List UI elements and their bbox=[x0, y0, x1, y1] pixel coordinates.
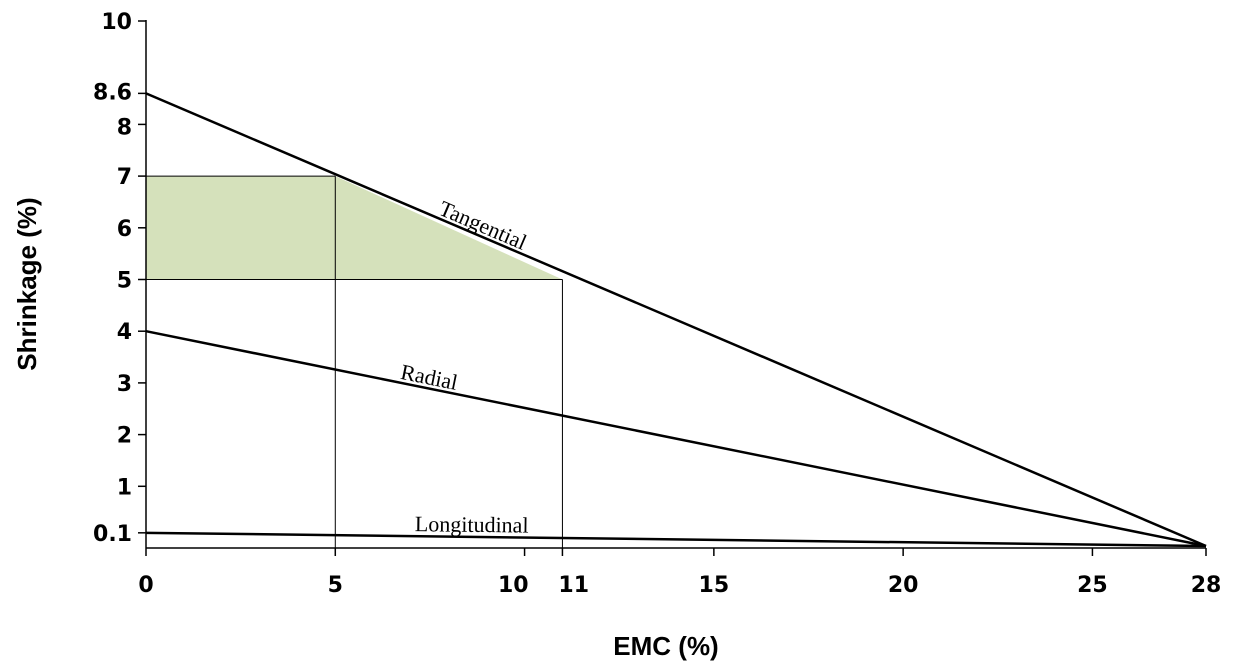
y-tick-label: 0.1 bbox=[93, 522, 132, 547]
y-tick-label: 10 bbox=[101, 10, 132, 35]
y-tick-label: 6 bbox=[117, 217, 132, 242]
series-line-radial bbox=[145, 329, 1207, 548]
x-tick-label: 11 bbox=[558, 573, 589, 598]
y-tick-label: 1 bbox=[117, 475, 132, 500]
y-tick-label: 8 bbox=[117, 115, 132, 140]
x-tick-label: 25 bbox=[1077, 573, 1108, 598]
series-label-radial: Radial bbox=[399, 359, 460, 395]
x-tick-label: 15 bbox=[699, 573, 730, 598]
highlight-region bbox=[146, 176, 563, 280]
x-axis-title: EMC (%) bbox=[613, 631, 718, 661]
y-tick-label: 4 bbox=[117, 320, 132, 345]
x-tick-label: 20 bbox=[888, 573, 919, 598]
y-tick-label: 3 bbox=[117, 372, 132, 397]
x-tick-label: 0 bbox=[138, 573, 153, 598]
x-tick-label: 10 bbox=[498, 573, 529, 598]
y-axis-title: Shrinkage (%) bbox=[12, 197, 42, 370]
series-line-tangential bbox=[145, 92, 1207, 548]
y-tick-label: 2 bbox=[117, 424, 132, 449]
series-line-longitudinal bbox=[145, 531, 1207, 548]
x-tick-label: 5 bbox=[328, 573, 343, 598]
y-tick-label: 8.6 bbox=[93, 80, 132, 105]
series-label-longitudinal: Longitudinal bbox=[415, 511, 529, 537]
y-tick-label: 5 bbox=[117, 269, 132, 294]
y-tick-label: 7 bbox=[117, 165, 132, 190]
x-tick-label: 28 bbox=[1191, 573, 1222, 598]
